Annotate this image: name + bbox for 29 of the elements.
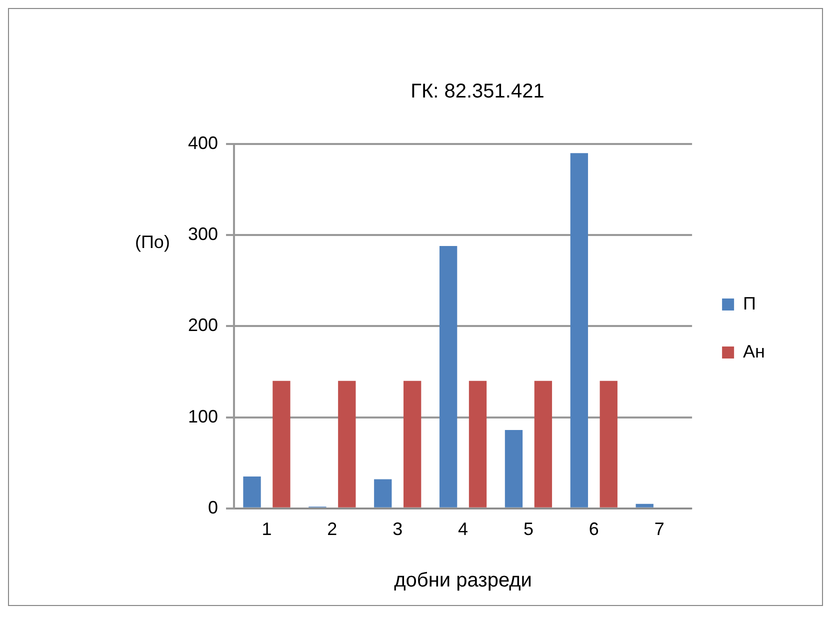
bar xyxy=(243,476,261,508)
x-tick-label: 1 xyxy=(262,519,272,540)
x-tick-label: 4 xyxy=(458,519,468,540)
bar xyxy=(374,479,392,508)
bar xyxy=(404,380,422,508)
bar xyxy=(570,153,588,508)
y-tick-label: 100 xyxy=(188,406,218,426)
bar xyxy=(600,380,618,508)
bar xyxy=(636,504,654,508)
bar xyxy=(272,380,290,508)
x-tick-label: 5 xyxy=(523,519,534,540)
bar xyxy=(338,380,356,508)
y-tick-label: 200 xyxy=(188,315,218,336)
legend-label: П xyxy=(743,293,756,314)
x-tick-label: 2 xyxy=(327,519,338,540)
y-tick-label: 400 xyxy=(188,132,218,153)
x-tick-label: 3 xyxy=(392,519,403,540)
x-tick-label: 7 xyxy=(654,519,664,540)
bar xyxy=(468,380,487,508)
y-tick-label: 0 xyxy=(208,497,218,518)
y-axis-title: (По) xyxy=(135,232,170,253)
chart-title: ГК: 82.351.421 xyxy=(410,80,544,103)
legend-label: Ан xyxy=(743,341,766,362)
x-axis-title: добни разреди xyxy=(394,570,532,592)
y-tick-label: 300 xyxy=(188,224,218,244)
x-tick-label: 6 xyxy=(588,519,599,540)
bar xyxy=(439,246,458,508)
bar xyxy=(534,380,552,508)
bar xyxy=(504,430,523,508)
